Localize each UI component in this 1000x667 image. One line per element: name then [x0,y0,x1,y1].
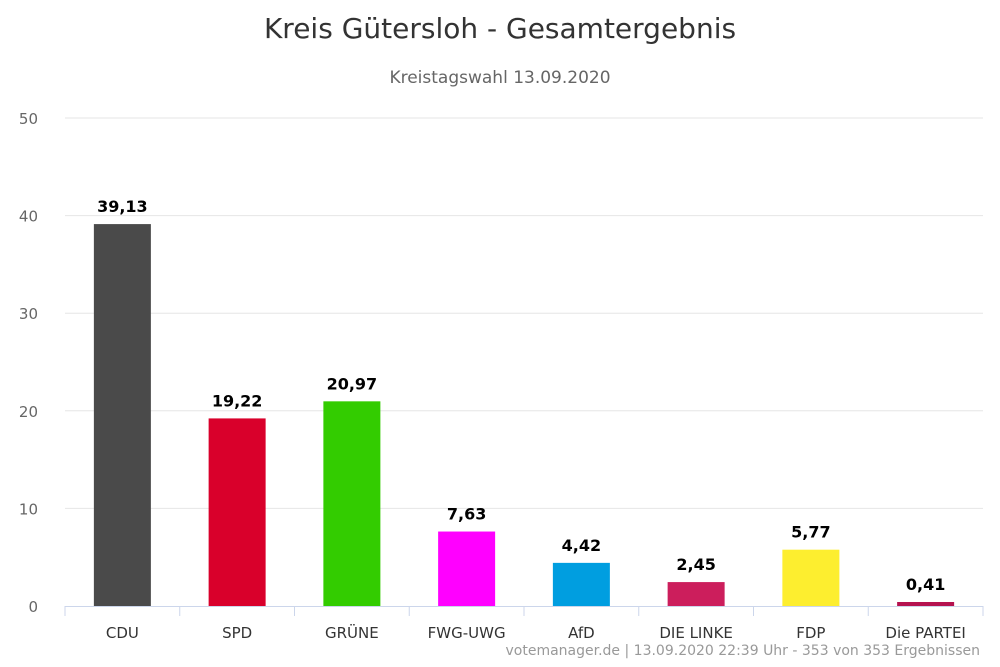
bar-grüne [323,401,381,606]
data-label: 4,42 [562,536,601,555]
chart-title: Kreis Gütersloh - Gesamtergebnis [263,12,737,45]
chart-subtitle: Kreistagswahl 13.09.2020 [389,68,611,88]
y-tick-label: 20 [19,403,38,421]
data-label: 2,45 [676,555,715,574]
bar-spd [208,418,266,606]
data-label: 20,97 [327,374,378,393]
x-tick-label: GRÜNE [325,623,379,642]
y-tick-label: 50 [19,110,38,128]
bar-die-partei [897,601,955,606]
x-tick-label: FDP [796,624,825,642]
bar-die-linke [667,582,725,606]
data-label: 0,41 [906,575,945,594]
bar-cdu [93,224,151,607]
data-label: 39,13 [97,197,148,216]
data-label: 19,22 [212,391,263,410]
y-tick-label: 30 [19,305,38,323]
bar-fdp [782,549,840,606]
x-tick-label: AfD [568,624,595,642]
data-label: 5,77 [791,523,830,542]
credits-text[interactable]: votemanager.de | 13.09.2020 22:39 Uhr - … [505,643,981,659]
x-tick-label: CDU [106,624,139,642]
bar-fwg-uwg [438,531,496,606]
x-tick-label: SPD [222,624,252,642]
x-tick-label: FWG-UWG [428,624,506,642]
y-tick-label: 40 [19,208,38,226]
data-label: 7,63 [447,505,486,524]
bar-afd [552,562,610,606]
x-tick-label: Die PARTEI [885,624,965,642]
y-tick-label: 0 [28,598,38,616]
y-tick-label: 10 [19,500,38,518]
x-tick-label: DIE LINKE [659,624,733,642]
